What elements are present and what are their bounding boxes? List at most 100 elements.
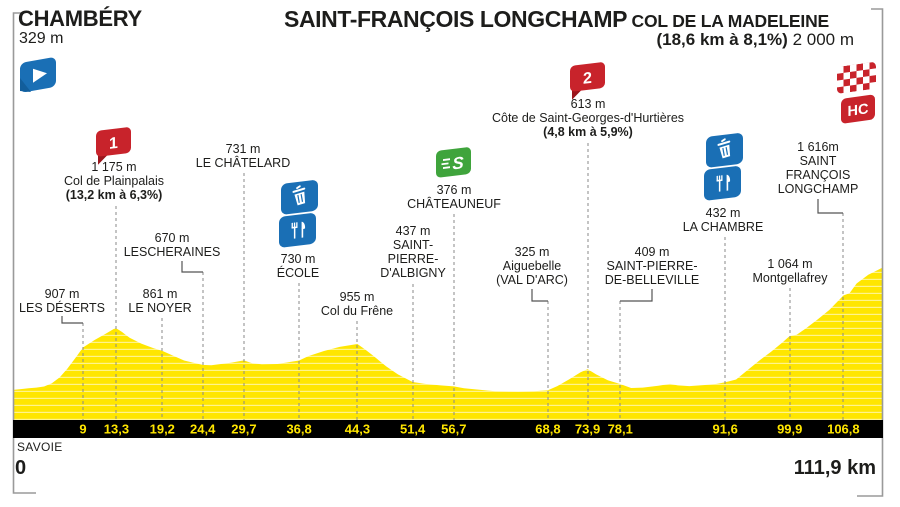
waypoint-label-saint-pierre-d-albigny: 437 m SAINT- PIERRE- D'ALBIGNY — [380, 224, 446, 280]
elbow-st-francois-longchamp — [817, 199, 843, 214]
axis-tick-label: 56,7 — [441, 422, 466, 437]
axis-tick-label: 36,8 — [286, 422, 311, 437]
elbow-st-pierre-belleville — [620, 289, 653, 302]
waypoint-elevation: 325 m — [514, 245, 550, 259]
sprint-label: S — [452, 153, 464, 173]
category-1-label: 1 — [109, 134, 118, 153]
start-flag-icon — [20, 57, 56, 93]
waypoint-elevation: 730 m — [280, 252, 316, 266]
frame-brackets — [12, 8, 884, 497]
waypoint-name: SAINT — [799, 154, 837, 168]
axis-tick-label: 99,9 — [777, 422, 802, 437]
waypoint-elevation: 613 m — [570, 97, 606, 111]
waypoint-name: Col de Plainpalais — [63, 174, 165, 188]
elbow-les-deserts — [61, 316, 83, 324]
waypoint-name: D'ALBIGNY — [380, 266, 446, 280]
waypoint-name: FRANÇOIS — [785, 168, 851, 182]
elbow-lescheraines — [181, 261, 203, 273]
finish-climb-stats: (18,6 km à 8,1%) — [656, 30, 788, 49]
total-distance-label: 111,9 km — [793, 457, 876, 479]
label-elbow-connectors — [61, 199, 843, 324]
axis-tick-label: 29,7 — [231, 422, 256, 437]
waypoint-elevation: 1 175 m — [91, 160, 137, 174]
waypoint-name: ÉCOLE — [276, 266, 320, 280]
finish-climb-name: COL DE LA MADELEINE — [631, 11, 830, 31]
waypoint-name: LA CHAMBRE — [682, 220, 764, 234]
waypoint-label-col-du-frene: 955 m Col du Frêne — [321, 290, 393, 318]
waypoint-label-col-de-plainpalais: 1 175 m Col de Plainpalais (13,2 km à 6,… — [64, 160, 164, 202]
waypoint-name: LESCHERAINES — [123, 245, 221, 259]
waypoint-elevation: 670 m — [154, 231, 190, 245]
waypoint-elevation: 731 m — [225, 142, 261, 156]
waypoint-label-le-noyer: 861 m LE NOYER — [128, 287, 191, 315]
waypoint-name: PIERRE- — [387, 252, 439, 266]
waypoint-dashed-lines — [82, 143, 844, 420]
axis-tick-label: 24,4 — [190, 422, 216, 437]
waste-zone-icon-ecole — [281, 180, 318, 215]
axis-tick-label: 91,6 — [713, 422, 738, 437]
waypoint-name: LE NOYER — [128, 301, 192, 315]
axis-tick-label: 73,9 — [575, 422, 600, 437]
waypoint-elevation: 907 m — [44, 287, 80, 301]
start-town-name: CHAMBÉRY — [18, 6, 142, 31]
axis-tick-label: 44,3 — [345, 422, 370, 437]
waypoint-elevation: 1 064 m — [767, 257, 813, 271]
waypoint-climb-stats: (4,8 km à 5,9%) — [543, 125, 633, 139]
finish-elevation: 2 000 m — [792, 30, 854, 49]
category-2-label: 2 — [583, 69, 592, 88]
hors-categorie-label: HC — [848, 101, 869, 120]
waypoint-elevation: 437 m — [395, 224, 431, 238]
waypoint-label-aiguebelle: 325 m Aiguebelle (VAL D'ARC) — [496, 245, 568, 287]
waypoint-label-les-deserts: 907 m LES DÉSERTS — [19, 287, 105, 315]
category-1-badge: 1 — [96, 127, 131, 165]
right-frame-line — [857, 8, 884, 497]
sprint-badge: S — [436, 147, 471, 178]
start-km-label: 0 — [15, 457, 27, 479]
waypoint-elevation: 1 616m — [797, 140, 839, 154]
waypoint-label-chateauneuf: 376 m CHÂTEAUNEUF — [407, 183, 501, 211]
waypoint-label-montgellafrey: 1 064 m Montgellafrey — [752, 257, 827, 285]
hors-categorie-badge: HC — [841, 94, 875, 124]
waypoint-name: SAINT-PIERRE- — [606, 259, 698, 273]
left-frame-line — [12, 12, 36, 494]
axis-tick-label: 19,2 — [150, 422, 175, 437]
elbow-aiguebelle — [531, 289, 548, 302]
waypoint-name: Montgellafrey — [752, 271, 828, 285]
waste-zone-icon-la-chambre — [706, 133, 743, 168]
start-elevation: 329 m — [19, 30, 64, 47]
waypoint-elevation: 432 m — [705, 206, 741, 220]
waypoint-elevation: 409 m — [634, 245, 670, 259]
finish-climb-details: (18,6 km à 8,1%) 2 000 m — [656, 30, 854, 50]
waypoint-name: (VAL D'ARC) — [496, 273, 568, 287]
axis-tick-labels: 9 13,3 19,2 24,4 29,7 36,8 44,3 51,4 56,7 68,8 73,… — [79, 422, 859, 437]
waypoint-name: CHÂTEAUNEUF — [407, 197, 501, 211]
feed-zone-icon-ecole — [279, 213, 316, 248]
waypoint-climb-stats: (13,2 km à 6,3%) — [65, 188, 163, 202]
waypoint-label-ecole: 730 m ÉCOLE — [277, 252, 319, 280]
waypoint-label-cote-de-saint-georges: 613 m Côte de Saint-Georges-d'Hurtières … — [492, 97, 684, 139]
waypoint-label-la-chambre: 432 m LA CHAMBRE — [683, 206, 764, 234]
feed-zone-icon-la-chambre — [704, 166, 741, 201]
elevation-profile-area — [13, 267, 883, 420]
axis-tick-label: 9 — [79, 422, 86, 437]
axis-tick-label: 13,3 — [104, 422, 129, 437]
waypoint-name: SAINT- — [392, 238, 434, 252]
waypoint-label-saint-pierre-de-belleville: 409 m SAINT-PIERRE- DE-BELLEVILLE — [605, 245, 700, 287]
axis-tick-label: 51,4 — [400, 422, 426, 437]
checkered-flag-icon — [837, 61, 876, 94]
waypoint-elevation: 861 m — [142, 287, 178, 301]
waypoint-name: Côte de Saint-Georges-d'Hurtières — [491, 111, 685, 125]
stage-title: SAINT-FRANÇOIS LONGCHAMP COL DE LA MADEL… — [284, 6, 829, 33]
waypoint-name: Col du Frêne — [320, 304, 394, 318]
waypoint-name: LE CHÂTELARD — [195, 156, 291, 170]
category-2-badge: 2 — [570, 62, 605, 100]
waypoint-name: LONGCHAMP — [777, 182, 859, 196]
finish-town-name: SAINT-FRANÇOIS LONGCHAMP — [284, 6, 628, 32]
waypoint-elevation: 955 m — [339, 290, 375, 304]
waypoint-label-le-chatelard: 731 m LE CHÂTELARD — [196, 142, 290, 170]
waypoint-elevation: 376 m — [436, 183, 472, 197]
waypoint-name: Aiguebelle — [502, 259, 562, 273]
waypoint-label-saint-francois-longchamp: 1 616m SAINT FRANÇOIS LONGCHAMP — [778, 140, 859, 196]
